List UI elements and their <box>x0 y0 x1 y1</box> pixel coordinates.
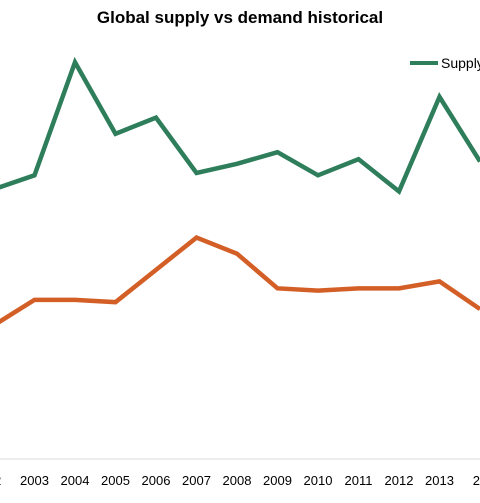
x-tick-label: 2007 <box>182 473 211 488</box>
legend-item-supply: Supply <box>410 55 480 71</box>
x-tick-label: 02 <box>0 473 1 488</box>
x-tick-label: 2006 <box>142 473 171 488</box>
x-tick-label: 20 <box>473 473 480 488</box>
x-tick-label: 2010 <box>304 473 333 488</box>
x-tick-label: 2011 <box>345 473 373 488</box>
legend-swatch <box>410 61 438 66</box>
x-tick-label: 2013 <box>425 473 454 488</box>
x-ticks: 02 2003 2004 2005 2006 2007 2008 2009 2010 2011 20… <box>0 473 480 488</box>
series-line-supply <box>0 56 480 196</box>
x-tick-label: 2009 <box>263 473 292 488</box>
x-tick-label: 2003 <box>20 473 49 488</box>
x-tick-label: 2005 <box>101 473 130 488</box>
chart-title: Global supply vs demand historical <box>96 8 384 27</box>
legend-label: Supply <box>441 55 480 71</box>
series-lines <box>0 56 480 325</box>
x-tick-label: 2008 <box>223 473 252 488</box>
x-tick-label: 2004 <box>61 473 90 488</box>
series-line-demand <box>0 234 480 325</box>
x-tick-label: 2012 <box>385 473 414 488</box>
